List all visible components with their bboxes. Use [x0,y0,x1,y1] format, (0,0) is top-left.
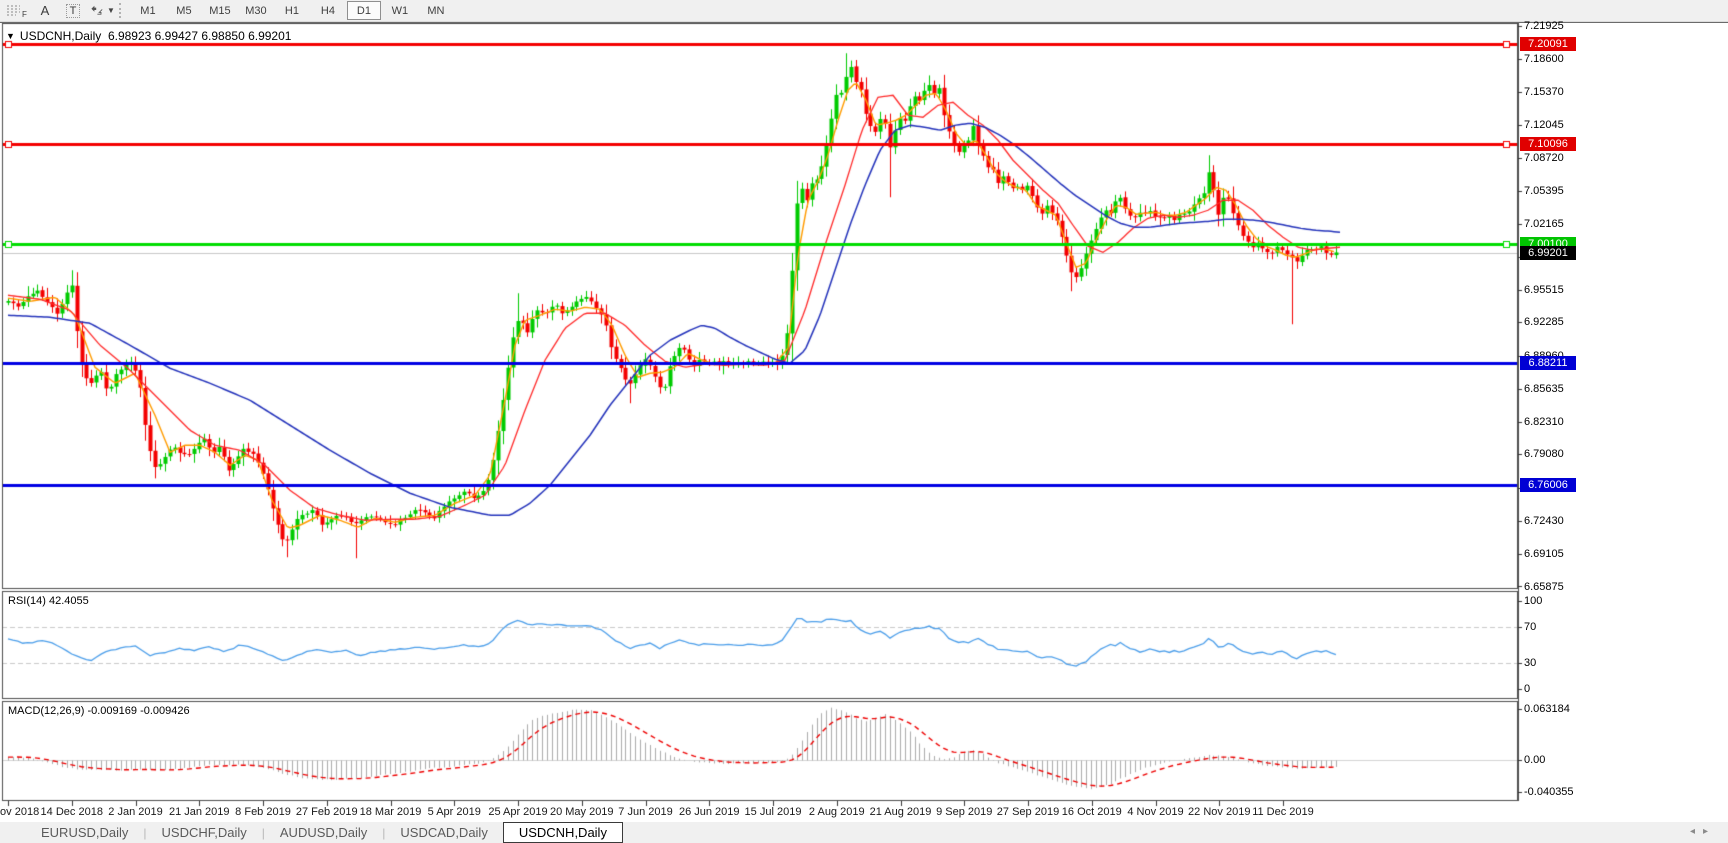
tab-scroll-arrows[interactable]: ◂▸ [1690,826,1716,837]
price-level-label[interactable]: 6.88211 [1520,356,1576,371]
tab-scroll-right-icon[interactable]: ▸ [1702,826,1716,837]
date-axis-label: 8 Feb 2019 [235,806,291,818]
tab-separator: | [143,825,147,840]
timeframe-button-m15[interactable]: M15 [209,4,231,17]
date-axis-label: 7 Jun 2019 [618,806,673,818]
chart-tab-eurusd[interactable]: EURUSD,Daily [41,825,129,840]
arrow-objects-button[interactable]: ▼ [89,1,115,21]
timeframe-button-h1[interactable]: H1 [284,4,299,17]
toolbar-grip[interactable] [118,3,125,18]
price-axis-tick: 6.85635 [1524,382,1564,395]
macd-axis-tick: 0.00 [1524,754,1546,766]
timeframe-button-m5[interactable]: M5 [176,4,192,17]
chart-tab-usdcnh[interactable]: USDCNH,Daily [502,821,623,843]
fibonacci-lines-icon[interactable]: F [5,1,29,21]
date-axis-label: 18 Mar 2019 [359,806,422,818]
price-axis-tick: 6.65875 [1524,580,1564,593]
price-level-label[interactable]: 6.76006 [1520,478,1576,493]
chart-tab-usdchf[interactable]: USDCHF,Daily [161,825,247,840]
price-axis-tick: 7.08720 [1524,152,1564,165]
timeframe-button-group: M1 M5 M15 M30 H1 H4 D1 W1 MN [130,1,454,20]
price-axis-tick: 7.15370 [1524,85,1564,98]
price-axis-tick: 6.92285 [1524,316,1564,329]
date-axis-label: 26 Jun 2019 [678,806,740,818]
chart-window[interactable]: ▼ USDCNH,Daily 6.98923 6.99427 6.98850 6.… [0,20,1728,822]
rsi-axis-tick: 100 [1524,595,1543,607]
date-axis-label: 25 Apr 2019 [488,806,548,818]
chart-tab-usdcad[interactable]: USDCAD,Daily [400,825,488,840]
macd-axis-tick: -0.040355 [1524,786,1574,799]
candlestick-chart[interactable] [0,23,1728,822]
date-axis-label: 20 May 2019 [549,806,614,818]
price-axis-tick: 6.69105 [1524,548,1564,561]
date-axis-label: 2 Aug 2019 [808,806,865,818]
fibonacci-label: F [22,10,27,19]
text-tool-button[interactable]: A [33,1,57,21]
price-axis-tick: 6.72430 [1524,514,1564,527]
text-t-icon: T [65,3,81,18]
timeframe-button-m1[interactable]: M1 [140,4,156,17]
collapse-triangle-icon[interactable]: ▼ [6,31,15,41]
tab-separator: | [382,825,386,840]
chart-quote-values: 6.98923 6.99427 6.98850 6.99201 [107,29,292,43]
timeframe-button-w1[interactable]: W1 [391,4,409,17]
arrows-icon [91,5,103,15]
current-price-label: 6.99201 [1520,246,1576,261]
date-axis-label: 15 Jul 2019 [744,806,802,818]
text-a-icon: A [40,3,50,18]
price-axis-tick: 7.21925 [1524,20,1564,32]
date-axis-label: 11 Dec 2019 [1252,806,1314,818]
price-axis-tick: 7.02165 [1524,217,1564,230]
date-axis-label: 21 Jan 2019 [168,806,230,818]
tab-separator: | [261,825,265,840]
timeframe-button-m30[interactable]: M30 [245,4,267,17]
date-axis-label: 21 Aug 2019 [869,806,932,818]
chart-tab-bar: EURUSD,Daily | USDCHF,Daily | AUDUSD,Daily | U… [0,821,1728,843]
chevron-down-icon: ▼ [107,6,115,15]
date-axis-label: 14 Dec 2018 [40,806,103,818]
fibonacci-lines-icon-glyph [7,5,21,16]
price-level-label[interactable]: 7.20091 [1520,37,1576,52]
price-axis-tick: 6.79080 [1524,448,1564,461]
date-axis-label: 16 Oct 2019 [1061,806,1122,818]
top-toolbar: F A T ▼ M1 M5 M15 M30 H1 H4 D1 W1 MN [0,0,1728,22]
date-axis-label: 2 Jan 2019 [108,806,163,818]
tab-scroll-left-icon[interactable]: ◂ [1689,826,1703,837]
rsi-indicator-label: RSI(14) 42.4055 [8,595,89,607]
timeframe-button-h4[interactable]: H4 [320,4,335,17]
price-axis-tick: 6.95515 [1524,284,1564,297]
price-axis-tick: 6.82310 [1524,416,1564,429]
chart-tab-audusd[interactable]: AUDUSD,Daily [279,825,368,840]
date-axis-label: 4 Nov 2019 [1127,806,1184,818]
timeframe-button-d1[interactable]: D1 [346,1,381,20]
timeframe-button-mn[interactable]: MN [427,4,445,17]
price-level-label[interactable]: 7.10096 [1520,137,1576,152]
price-axis-tick: 7.18600 [1524,53,1564,66]
macd-axis-tick: 0.063184 [1524,703,1570,716]
rsi-axis-tick: 30 [1524,656,1537,669]
rsi-axis-tick: 70 [1524,621,1537,634]
price-axis-tick: 7.12045 [1524,118,1564,131]
date-axis-label: 9 Sep 2019 [936,806,993,818]
price-axis-tick: 7.05395 [1524,185,1564,198]
date-axis-label: 22 Nov 2019 [1188,806,1251,818]
rsi-axis-tick: 0 [1524,683,1531,695]
date-axis-label: 26 Nov 2018 [0,806,40,818]
chart-ohlc-info: ▼ USDCNH,Daily 6.98923 6.99427 6.98850 6.… [6,29,291,43]
date-axis-label: 5 Apr 2019 [427,806,481,818]
date-axis-label: 27 Feb 2019 [295,806,358,818]
macd-indicator-label: MACD(12,26,9) -0.009169 -0.009426 [8,705,190,717]
chart-symbol-title: USDCNH,Daily [19,29,102,43]
text-label-tool-button[interactable]: T [61,1,85,21]
date-axis-label: 27 Sep 2019 [996,806,1060,818]
